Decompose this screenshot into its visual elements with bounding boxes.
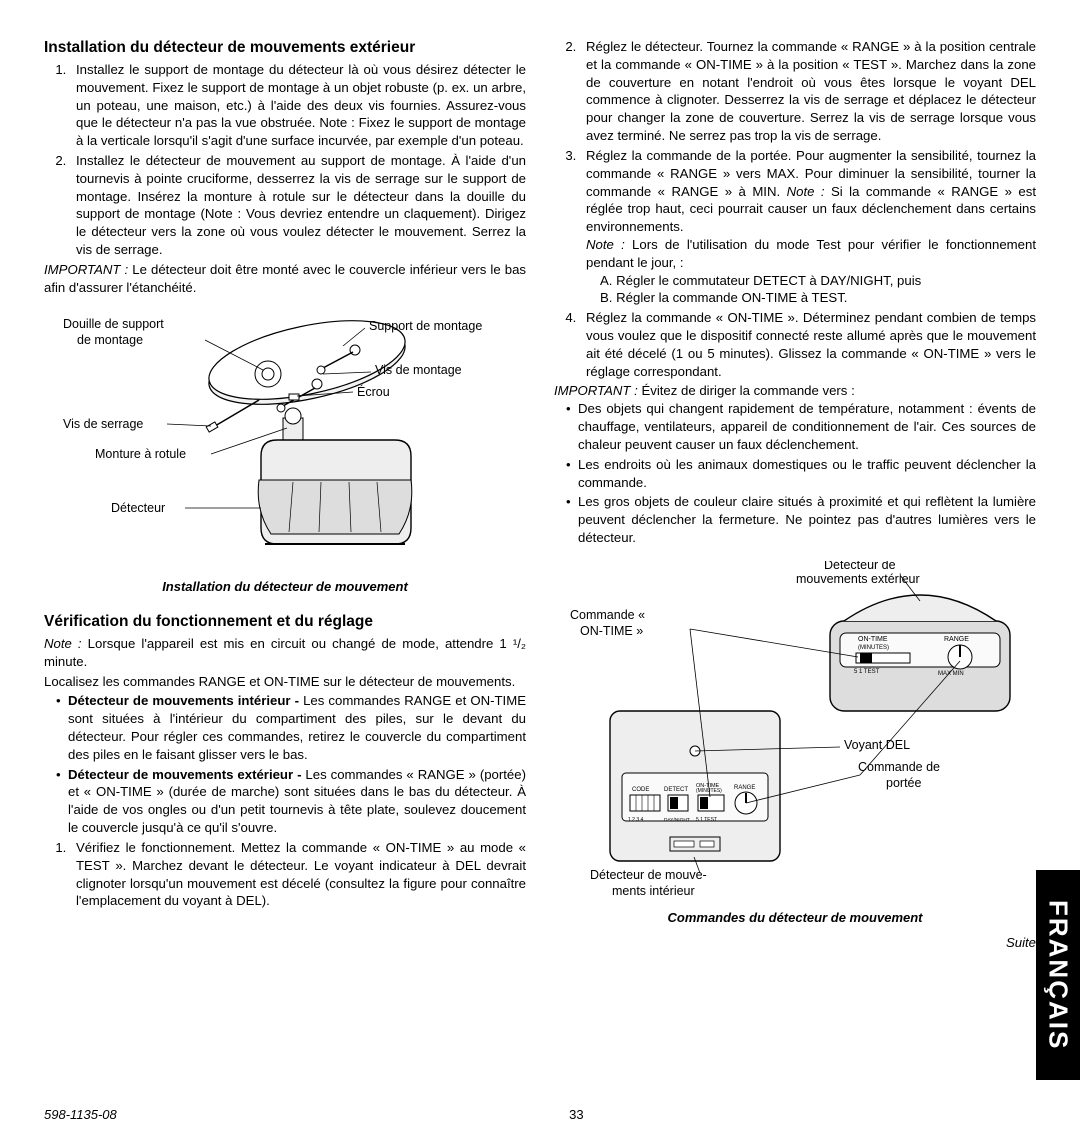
svg-text:5 1 TEST: 5 1 TEST [854, 669, 880, 675]
figure-controls-caption: Commandes du détecteur de mouvement [554, 909, 1036, 927]
svg-text:mouvements extérieur: mouvements extérieur [796, 572, 920, 586]
svg-text:de montage: de montage [77, 333, 143, 347]
detector-indoor: Détecteur de mouvements intérieur - Les … [56, 692, 526, 763]
verify-step-2: Réglez le détecteur. Tournez la commande… [580, 38, 1036, 145]
svg-text:Détecteur de: Détecteur de [824, 561, 896, 572]
avoid-1: Des objets qui changent rapidement de te… [566, 400, 1036, 453]
svg-text:Vis de serrage: Vis de serrage [63, 417, 143, 431]
sub-b: B. Régler la commande ON-TIME à TEST. [586, 289, 1036, 307]
svg-text:Support de montage: Support de montage [369, 319, 482, 333]
svg-text:DETECT: DETECT [664, 787, 688, 793]
detector-outdoor: Détecteur de mouvements extérieur - Les … [56, 766, 526, 837]
important-label: IMPORTANT : [44, 262, 128, 277]
svg-text:Vis de montage: Vis de montage [375, 363, 462, 377]
page-number: 33 [569, 1106, 583, 1124]
verify-step-4: Réglez la commande « ON-TIME ». Détermin… [580, 309, 1036, 380]
svg-text:Commande «: Commande « [570, 608, 645, 622]
verify-steps-cont: Réglez le détecteur. Tournez la commande… [554, 38, 1036, 380]
verify-step-3: Réglez la commande de la portée. Pour au… [580, 147, 1036, 307]
install-step-2: Installez le détecteur de mouvement au s… [70, 152, 526, 259]
important-note-2: IMPORTANT : Évitez de diriger la command… [554, 382, 1036, 400]
avoid-list: Des objets qui changent rapidement de te… [554, 400, 1036, 547]
install-step-1: Installez le support de montage du détec… [70, 61, 526, 150]
suite-label: Suite [554, 934, 1036, 952]
language-tab: FRANÇAIS [1036, 870, 1080, 1080]
svg-text:CODE: CODE [632, 787, 649, 793]
verify-note: Note : Lorsque l'appareil est mis en cir… [44, 635, 526, 671]
doc-number: 598-1135-08 [44, 1106, 117, 1124]
install-steps: Installez le support de montage du détec… [44, 61, 526, 259]
svg-text:ments intérieur: ments intérieur [612, 884, 695, 898]
page-footer: 598-1135-08 33 [44, 1106, 1036, 1124]
verify-note-text: Lorsque l'appareil est mis en circuit ou… [44, 636, 526, 669]
svg-text:DAY/NIGHT: DAY/NIGHT [664, 817, 690, 823]
svg-text:Commande de: Commande de [858, 760, 940, 774]
important-note-1: IMPORTANT : Le détecteur doit être monté… [44, 261, 526, 297]
verify-locate: Localisez les commandes RANGE et ON-TIME… [44, 673, 526, 691]
svg-text:Douille de support: Douille de support [63, 317, 164, 331]
sub-a: A. Régler le commutateur DETECT à DAY/NI… [586, 272, 1036, 290]
avoid-3: Les gros objets de couleur claire situés… [566, 493, 1036, 546]
left-column: Installation du détecteur de mouvements … [44, 38, 526, 952]
svg-text:(MINUTES): (MINUTES) [858, 645, 889, 651]
verify-note-label: Note : [44, 636, 82, 651]
figure-controls: ON-TIME (MINUTES) 5 1 TEST RANGE MAX MIN [560, 561, 1030, 901]
heading-verify: Vérification du fonctionnement et du rég… [44, 612, 526, 633]
svg-text:Détecteur: Détecteur [111, 501, 165, 515]
svg-text:RANGE: RANGE [734, 785, 755, 791]
svg-text:5 1 TEST: 5 1 TEST [696, 817, 717, 823]
svg-text:Détecteur de mouve-: Détecteur de mouve- [590, 868, 707, 882]
right-column: Réglez le détecteur. Tournez la commande… [554, 38, 1036, 952]
detector-types: Détecteur de mouvements intérieur - Les … [44, 692, 526, 837]
verify-steps-start: Vérifiez le fonctionnement. Mettez la co… [44, 839, 526, 910]
svg-text:ON-TIME: ON-TIME [858, 636, 888, 643]
verify-step-1: Vérifiez le fonctionnement. Mettez la co… [70, 839, 526, 910]
svg-text:1 2 3 4: 1 2 3 4 [628, 817, 644, 823]
svg-text:portée: portée [886, 776, 921, 790]
avoid-2: Les endroits où les animaux domestiques … [566, 456, 1036, 492]
heading-install: Installation du détecteur de mouvements … [44, 38, 526, 59]
svg-text:RANGE: RANGE [944, 636, 969, 643]
svg-text:ON-TIME »: ON-TIME » [580, 624, 643, 638]
svg-text:Monture à rotule: Monture à rotule [95, 447, 186, 461]
svg-text:Voyant DEL: Voyant DEL [844, 738, 910, 752]
svg-text:Écrou: Écrou [357, 384, 390, 399]
figure-install-caption: Installation du détecteur de mouvement [44, 578, 526, 596]
figure-install: Douille de support de montage Support de… [55, 310, 515, 570]
